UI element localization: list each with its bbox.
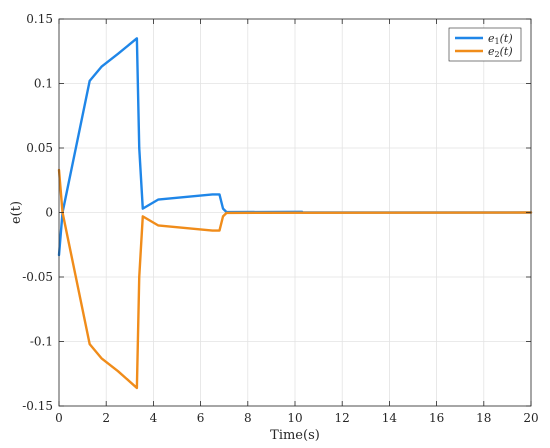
x-tick-label: 6	[197, 411, 205, 425]
y-axis-label: e(t)	[9, 201, 24, 224]
x-tick-label: 12	[335, 411, 350, 425]
x-tick-label: 4	[150, 411, 158, 425]
x-tick-label: 2	[102, 411, 110, 425]
legend-label: e2(t)	[488, 45, 513, 59]
y-tick-label: 0	[45, 206, 53, 220]
x-tick-label: 14	[382, 411, 398, 425]
legend-label: e1(t)	[488, 32, 513, 46]
y-tick-label: 0.1	[34, 77, 53, 91]
y-tick-label: -0.05	[22, 270, 53, 284]
legend-box	[448, 27, 522, 62]
y-tick-label: 0.15	[26, 12, 53, 26]
series-lines	[57, 37, 533, 390]
x-tick-label: 20	[523, 411, 538, 425]
x-tick-label: 18	[476, 411, 491, 425]
y-tick-label: -0.15	[22, 399, 53, 413]
legend: e1(t)e2(t)	[448, 27, 522, 62]
y-tick-label: -0.1	[30, 335, 53, 349]
x-axis-label: Time(s)	[270, 428, 320, 443]
y-tick-label: 0.05	[26, 141, 53, 155]
series-line-e2	[57, 168, 533, 390]
x-tick-label: 10	[287, 411, 302, 425]
ticks: 0 2 4 6 8 10 12 14 16 18 20 0.15 0.1 0.05 0 -0.05 -0.1 -0…	[22, 12, 538, 425]
x-tick-label: 0	[55, 411, 63, 425]
x-tick-label: 16	[429, 411, 444, 425]
x-tick-label: 8	[244, 411, 252, 425]
